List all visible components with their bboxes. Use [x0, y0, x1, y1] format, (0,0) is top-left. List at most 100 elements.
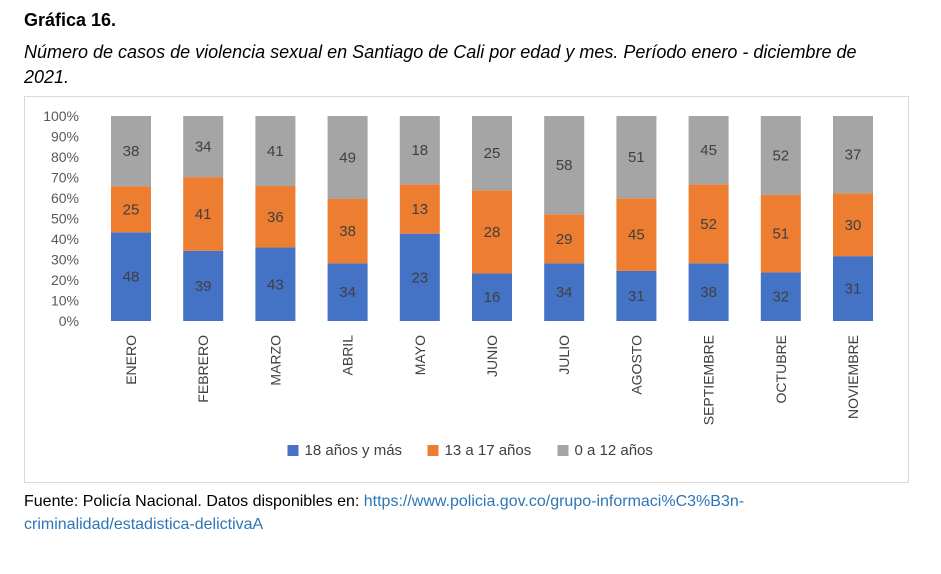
y-tick-label: 30%	[51, 252, 79, 268]
y-tick-label: 0%	[59, 313, 79, 329]
data-label: 39	[195, 278, 212, 295]
chart-heading: Gráfica 16.	[24, 10, 117, 30]
y-tick-label: 40%	[51, 231, 79, 247]
data-label: 45	[628, 227, 645, 244]
bar-segment	[544, 263, 585, 321]
data-label: 31	[845, 281, 862, 298]
source-note: Fuente: Policía Nacional. Datos disponib…	[24, 490, 904, 536]
data-label: 34	[556, 284, 573, 301]
data-label: 41	[195, 206, 212, 223]
category-label: ENERO	[123, 335, 139, 385]
y-tick-label: 80%	[51, 149, 79, 165]
data-label: 18	[411, 142, 428, 159]
category-label: SEPTIEMBRE	[701, 335, 717, 425]
bar-segment	[255, 116, 296, 187]
data-label: 37	[845, 147, 862, 164]
data-label: 34	[195, 139, 212, 156]
data-label: 30	[845, 217, 862, 234]
data-label: 32	[772, 289, 789, 306]
data-label: 28	[484, 224, 501, 241]
bar-segment	[472, 190, 512, 274]
bar-segment	[327, 199, 368, 264]
bar-segment	[327, 116, 368, 200]
data-label: 38	[339, 223, 356, 240]
bar-segment	[183, 177, 224, 251]
y-tick-label: 100%	[43, 108, 79, 124]
bar-segment	[688, 116, 729, 185]
data-label: 29	[556, 231, 573, 248]
y-tick-label: 60%	[51, 190, 79, 206]
bar-segment	[327, 263, 368, 321]
bar-segment	[111, 186, 151, 233]
data-label: 38	[123, 143, 140, 160]
category-label: OCTUBRE	[773, 335, 789, 403]
bar-segment	[760, 116, 801, 195]
y-tick-label: 20%	[51, 272, 79, 288]
legend-entry: 0 a 12 años	[575, 442, 653, 459]
category-label: AGOSTO	[628, 335, 644, 395]
category-label: MAYO	[412, 335, 428, 375]
data-label: 41	[267, 143, 284, 160]
legend-entry: 18 años y más	[305, 442, 403, 459]
bar-segment	[255, 186, 296, 248]
y-tick-label: 10%	[51, 293, 79, 309]
category-label: ABRIL	[340, 335, 356, 376]
data-label: 51	[772, 226, 789, 243]
data-label: 34	[339, 284, 356, 301]
bar-segment	[544, 116, 585, 215]
stacked-bar-chart: 0% 10% 20% 30% 40% 50% 60% 70% 80% 90% 100% 48 25 38 E…	[43, 108, 873, 459]
category-label: NOVIEMBRE	[845, 335, 861, 419]
category-label: MARZO	[267, 335, 283, 386]
data-label: 43	[267, 276, 284, 293]
bar-segment	[688, 184, 729, 264]
data-label: 16	[484, 289, 501, 306]
bar-segment	[472, 116, 512, 191]
data-label: 38	[700, 284, 717, 301]
category-label: JUNIO	[484, 335, 500, 377]
bar-segment	[111, 232, 151, 321]
bar-segment	[399, 184, 440, 234]
bar-segment	[760, 194, 801, 273]
data-label: 51	[628, 149, 645, 166]
chart-frame: 0% 10% 20% 30% 40% 50% 60% 70% 80% 90% 100% 48 25 38 E…	[24, 96, 909, 483]
legend-entry: 13 a 17 años	[445, 442, 532, 459]
bar-segment	[833, 193, 873, 257]
bar-segment	[833, 256, 873, 321]
source-prefix: Fuente: Policía Nacional. Datos disponib…	[24, 493, 364, 510]
bar-segment	[183, 250, 224, 321]
data-label: 48	[123, 269, 140, 286]
bar-segment	[616, 116, 657, 199]
chart-subtitle: Número de casos de violencia sexual en S…	[24, 42, 857, 87]
bar-segment	[255, 247, 296, 321]
bar-segment	[616, 270, 657, 321]
bar-segment	[688, 263, 729, 321]
data-label: 23	[411, 269, 428, 286]
y-tick-label: 70%	[51, 170, 79, 186]
data-label: 49	[339, 150, 356, 167]
legend-swatch	[557, 445, 569, 456]
bar-segment	[472, 273, 512, 321]
bar-segment	[544, 214, 585, 264]
data-label: 25	[484, 145, 501, 162]
bar-segment	[183, 116, 224, 178]
data-label: 52	[700, 216, 717, 233]
data-label: 25	[123, 201, 140, 218]
legend-swatch	[427, 445, 439, 456]
data-label: 58	[556, 157, 573, 174]
bar-segment	[111, 116, 151, 187]
data-label: 52	[772, 147, 789, 164]
bar-segment	[616, 198, 657, 271]
data-label: 36	[267, 209, 284, 226]
legend-swatch	[287, 445, 299, 456]
data-label: 45	[700, 142, 717, 159]
bar-segment	[399, 116, 440, 185]
bar-segment	[833, 116, 873, 194]
y-tick-label: 50%	[51, 211, 79, 227]
data-label: 13	[411, 201, 428, 218]
source-link[interactable]: https://www.policia.gov.co/grupo-informa…	[24, 493, 745, 533]
y-tick-label: 90%	[51, 129, 79, 145]
category-label: FEBRERO	[195, 335, 211, 403]
data-label: 31	[628, 288, 645, 305]
bar-segment	[399, 233, 440, 321]
category-label: JULIO	[556, 335, 572, 375]
